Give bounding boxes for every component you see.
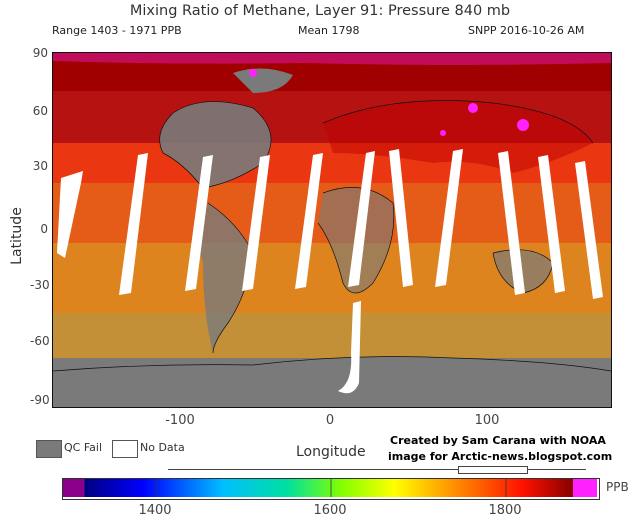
colorbar-gradient xyxy=(63,479,597,497)
range-label: Range 1403 - 1971 PPB xyxy=(52,24,182,37)
colorbar-unit: PPB xyxy=(606,480,629,494)
hotspot-2 xyxy=(468,103,478,113)
lon-tick-m100: -100 xyxy=(165,413,195,428)
lon-tick-100: 100 xyxy=(474,413,500,428)
hotspot-1 xyxy=(249,69,257,77)
range-slider-track[interactable] xyxy=(168,469,586,470)
lat-tick-0: 0 xyxy=(40,222,48,236)
lat-tick-m90: -90 xyxy=(30,393,50,407)
qc-fail-swatch xyxy=(36,440,62,458)
no-data-swaths xyxy=(57,149,603,394)
arctic-band xyxy=(53,53,611,91)
no-data-swatch xyxy=(112,440,138,458)
no-data-label: No Data xyxy=(140,441,185,454)
arctic-saturation xyxy=(53,53,611,65)
colorbar xyxy=(62,478,600,500)
lat-tick-m30: -30 xyxy=(30,278,50,292)
colorbar-tick-1400: 1400 xyxy=(138,503,172,518)
range-slider-thumb[interactable] xyxy=(458,466,528,474)
colorbar-tick-1800: 1800 xyxy=(488,503,522,518)
map-canvas xyxy=(53,53,611,407)
credit-line-1: Created by Sam Carana with NOAA xyxy=(390,434,606,447)
qc-fail-label: QC Fail xyxy=(64,441,103,454)
map-title: Mixing Ratio of Methane, Layer 91: Press… xyxy=(129,3,511,19)
hotspot-3 xyxy=(517,119,529,131)
land-greenland xyxy=(233,68,293,93)
methane-map xyxy=(52,52,612,408)
x-axis-label: Longitude xyxy=(296,444,366,460)
colorbar-ticks xyxy=(155,479,507,497)
mean-label: Mean 1798 xyxy=(298,24,360,37)
hotspot-4 xyxy=(440,130,446,136)
lat-tick-90: 90 xyxy=(32,46,48,60)
y-axis-label: Latitude xyxy=(8,207,25,265)
land-north-america xyxy=(159,101,271,188)
lon-tick-0: 0 xyxy=(325,413,335,428)
lat-tick-60: 60 xyxy=(32,104,48,118)
southern-ocean-band xyxy=(53,313,611,358)
land-antarctica xyxy=(53,356,611,407)
credit-line-2: image for Arctic-news.blogspot.com xyxy=(388,450,613,463)
lat-tick-30: 30 xyxy=(32,159,48,173)
land-australia xyxy=(493,249,553,293)
satellite-date-label: SNPP 2016-10-26 AM xyxy=(468,24,585,37)
lat-tick-m60: -60 xyxy=(30,334,50,348)
land-south-america xyxy=(199,203,253,353)
colorbar-tick-1600: 1600 xyxy=(313,503,347,518)
